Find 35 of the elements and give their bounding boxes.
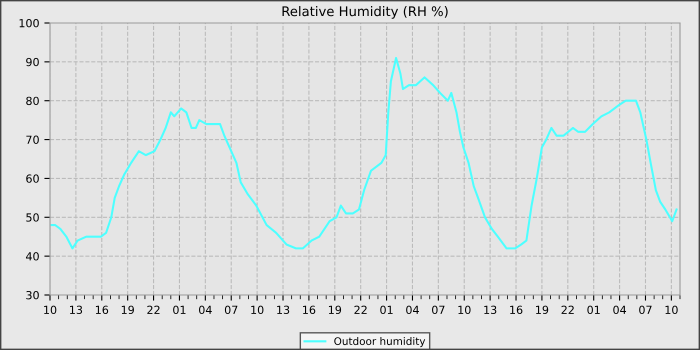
x-tick-label: 19 <box>536 306 548 314</box>
x-tick-label: 10 <box>666 306 678 314</box>
y-tick-label: 100 <box>20 18 39 28</box>
x-tick-label: 10 <box>458 306 471 314</box>
y-tick-label: 40 <box>26 252 39 261</box>
x-tick-label: 16 <box>510 306 522 314</box>
y-tick-label: 60 <box>26 174 39 183</box>
x-tick-label: 10 <box>44 306 56 314</box>
x-tick-label: 04 <box>406 306 419 314</box>
x-tick-label: 13 <box>277 306 290 314</box>
x-tick-label: 01 <box>587 306 600 314</box>
x-tick-label: 16 <box>96 306 108 314</box>
y-tick-label: 70 <box>26 136 39 144</box>
y-tick-label: 90 <box>26 58 39 66</box>
x-tick-label: 04 <box>613 306 626 314</box>
x-tick-label: 22 <box>147 306 160 314</box>
legend-label: Outdoor humidity <box>334 337 426 348</box>
x-tick-label: 01 <box>173 306 186 314</box>
x-tick-label: 07 <box>432 306 444 314</box>
x-tick-label: 19 <box>122 306 134 314</box>
x-tick-label: 16 <box>303 306 316 314</box>
x-tick-label: 13 <box>70 306 82 314</box>
x-tick-label: 07 <box>639 306 652 314</box>
x-tick-label: 22 <box>354 306 367 314</box>
y-tick-label: 50 <box>26 213 39 222</box>
x-tick-label: 07 <box>224 306 238 314</box>
y-tick-label: 30 <box>26 290 39 300</box>
x-tick-label: 19 <box>328 306 342 314</box>
x-tick-label: 01 <box>380 306 393 314</box>
x-tick-label: 22 <box>562 306 574 314</box>
x-tick-label: 04 <box>199 306 212 314</box>
y-tick-label: 80 <box>26 96 39 106</box>
x-tick-label: 13 <box>484 306 496 314</box>
chart-title: Relative Humidity (RH %) <box>282 6 448 19</box>
x-tick-label: 10 <box>251 306 264 314</box>
